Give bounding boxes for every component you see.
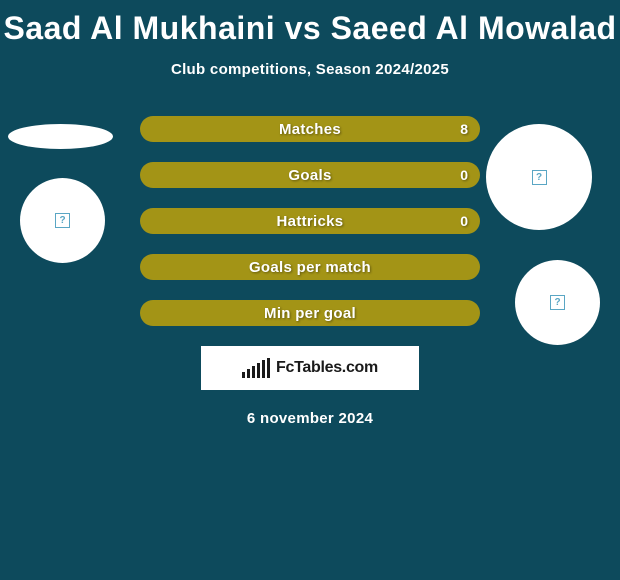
stat-label: Hattricks: [277, 213, 344, 230]
stat-bar-matches: Matches 8: [140, 116, 480, 142]
brand-text: FcTables.com: [276, 359, 378, 377]
stat-value-right: 8: [460, 121, 468, 137]
stats-section: Matches 8 Goals 0 Hattricks 0 Goals per …: [0, 116, 620, 427]
stat-value-right: 0: [460, 167, 468, 183]
stat-bar-goals-per-match: Goals per match: [140, 254, 480, 280]
stat-label: Matches: [279, 121, 341, 138]
stat-bar-goals: Goals 0: [140, 162, 480, 188]
brand-box[interactable]: FcTables.com: [201, 346, 419, 390]
stat-label: Goals per match: [249, 259, 371, 276]
stat-bar-list: Matches 8 Goals 0 Hattricks 0 Goals per …: [140, 116, 480, 326]
stat-bar-hattricks: Hattricks 0: [140, 208, 480, 234]
brand-logo-icon: [242, 358, 270, 378]
page-title: Saad Al Mukhaini vs Saeed Al Mowalad: [0, 0, 620, 47]
stat-value-right: 0: [460, 213, 468, 229]
stat-label: Goals: [288, 167, 331, 184]
page-subtitle: Club competitions, Season 2024/2025: [0, 61, 620, 78]
stat-bar-min-per-goal: Min per goal: [140, 300, 480, 326]
stat-label: Min per goal: [264, 305, 356, 322]
date-label: 6 november 2024: [0, 410, 620, 427]
